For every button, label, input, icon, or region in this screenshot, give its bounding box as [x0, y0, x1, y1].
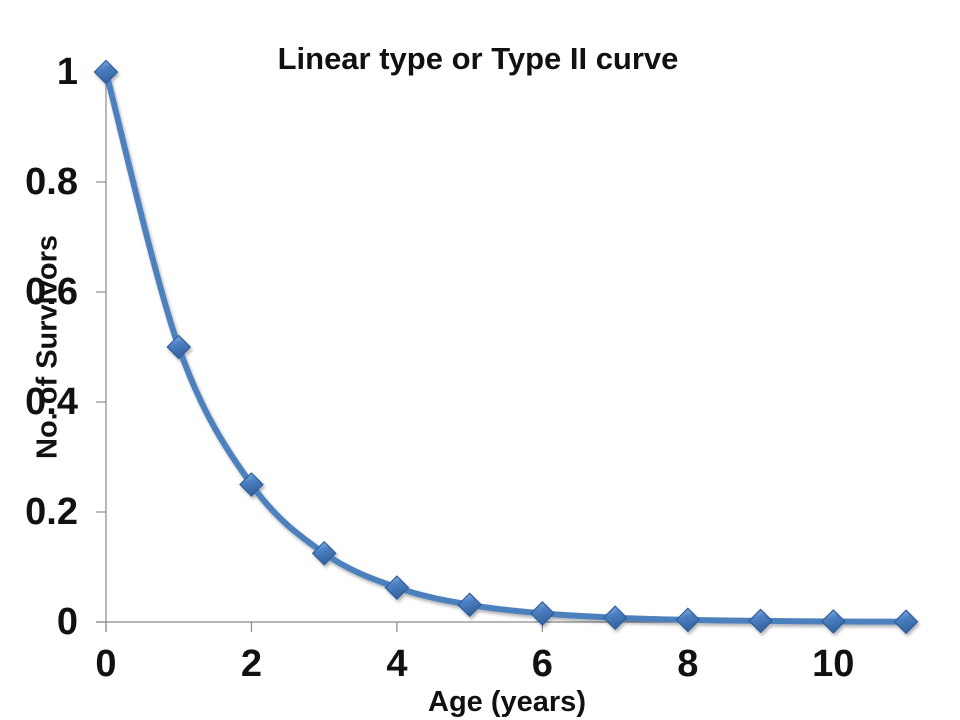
data-point-marker — [384, 575, 410, 600]
data-point-marker — [166, 334, 192, 360]
series-group — [93, 59, 919, 635]
data-point-marker — [820, 609, 846, 634]
y-tick-label: 0.6 — [25, 271, 78, 313]
y-tick-label: 0.4 — [25, 381, 78, 423]
data-point-marker — [457, 592, 482, 618]
x-tick-label: 0 — [95, 643, 117, 685]
x-tick-label: 8 — [677, 643, 699, 685]
x-tick-label: 2 — [240, 643, 263, 685]
survivorship-curve — [103, 69, 909, 625]
x-tick-label: 4 — [386, 643, 408, 685]
y-tick-label: 0.2 — [25, 491, 78, 533]
data-point-marker — [311, 540, 337, 566]
data-point-marker — [675, 607, 701, 633]
data-point-marker — [602, 605, 628, 631]
x-axis-title: Age (years) — [428, 686, 586, 718]
data-point-marker — [893, 609, 919, 635]
data-point-marker — [530, 601, 555, 626]
y-tick-label: 0.8 — [25, 161, 78, 203]
data-point-marker — [239, 472, 264, 497]
data-point-marker — [748, 608, 773, 634]
x-tick-label: 6 — [531, 643, 553, 685]
x-tick-label: 10 — [812, 643, 855, 685]
data-point-marker — [93, 59, 119, 85]
chart-title: Linear type or Type II curve — [277, 41, 679, 76]
y-tick-label: 0 — [56, 601, 78, 643]
y-tick-label: 1 — [56, 51, 78, 93]
